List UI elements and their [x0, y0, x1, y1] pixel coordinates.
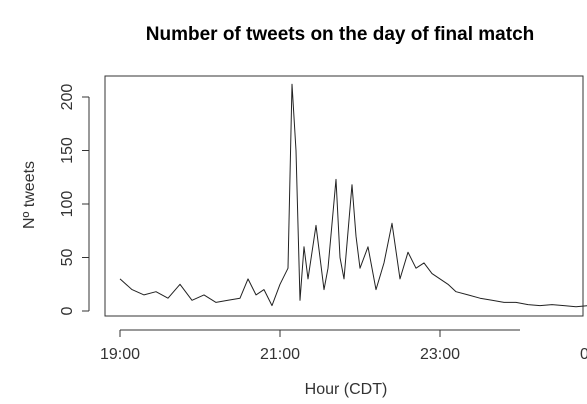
- y-tick-label: 0: [59, 306, 76, 315]
- x-tick-label: 21:00: [260, 346, 300, 363]
- y-axis-ticks: 0 50 100 150 200: [59, 84, 89, 315]
- series-line: [119, 83, 587, 308]
- y-tick-label: 150: [59, 137, 76, 164]
- x-tick-label: 01:00: [580, 346, 587, 363]
- chart-title: Number of tweets on the day of final mat…: [146, 24, 535, 45]
- x-axis-ticks: 19:00 21:00 23:00 01:00: [100, 330, 587, 363]
- x-tick-label: 23:00: [420, 346, 460, 363]
- x-tick-label: 19:00: [100, 346, 140, 363]
- plot-frame: [104, 75, 584, 317]
- y-axis-label: Nº tweets: [21, 161, 38, 229]
- y-tick-label: 100: [59, 191, 76, 218]
- y-tick-label: 50: [59, 249, 76, 267]
- y-tick-label: 200: [59, 84, 76, 111]
- x-axis-label: Hour (CDT): [305, 381, 388, 398]
